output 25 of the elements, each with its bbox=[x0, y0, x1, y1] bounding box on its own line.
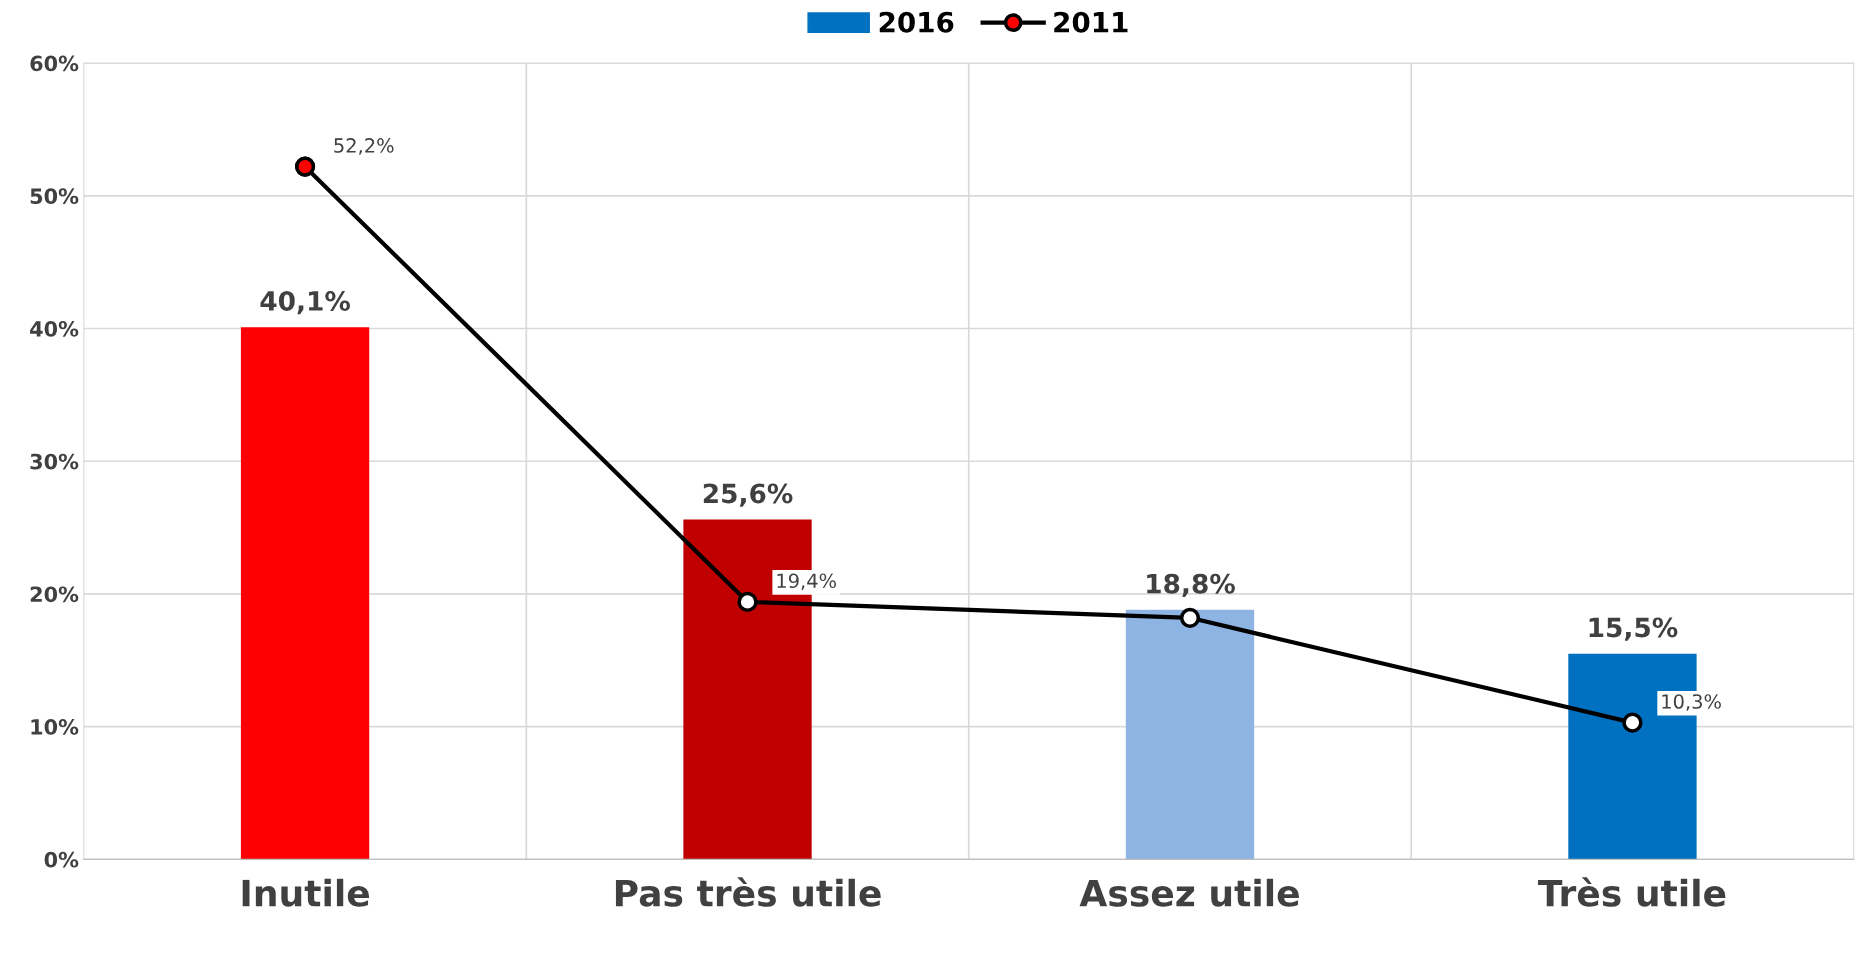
point bbox=[1622, 712, 1643, 733]
y-tick-label: 60% bbox=[30, 55, 79, 72]
legend-label: 2016 bbox=[879, 11, 954, 33]
y-tick-label: 20% bbox=[30, 586, 79, 603]
bar bbox=[240, 327, 370, 860]
data-label: 15,5% bbox=[1589, 617, 1678, 641]
data-label: 52,2% bbox=[334, 138, 394, 155]
x-tick-label: Inutile bbox=[242, 878, 369, 907]
data-label: 18,8% bbox=[1147, 573, 1235, 597]
y-tick-label: 40% bbox=[30, 320, 79, 337]
x-tick-label: Très utile bbox=[1538, 877, 1726, 907]
bar bbox=[1125, 609, 1255, 860]
y-tick-label: 50% bbox=[30, 188, 79, 205]
y-tick-label: 10% bbox=[31, 719, 79, 735]
data-label: 40,1% bbox=[260, 291, 350, 315]
data-label: 25,6% bbox=[703, 483, 793, 507]
data-label: 19,4% bbox=[777, 573, 836, 591]
data-label: 10,3% bbox=[1662, 694, 1721, 711]
y-tick-label: 0% bbox=[44, 851, 79, 868]
x-tick-label: Assez utile bbox=[1079, 878, 1299, 907]
point bbox=[1179, 607, 1201, 628]
legend-label: 2011 bbox=[1054, 11, 1128, 33]
y-tick-label: 30% bbox=[30, 453, 79, 470]
x-tick-label: Pas très utile bbox=[615, 877, 881, 907]
point bbox=[737, 591, 758, 612]
